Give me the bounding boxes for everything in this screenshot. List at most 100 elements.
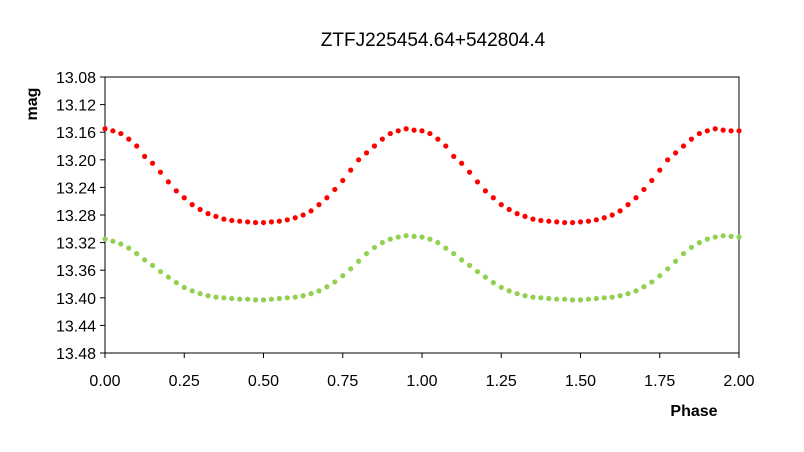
x-tick-label: 2.00 [723,373,754,390]
data-point [165,274,171,280]
data-point [411,127,417,133]
data-point [435,240,441,246]
data-point [554,219,560,225]
data-point [205,293,211,299]
data-point [348,167,354,173]
data-point [371,143,378,149]
data-point [617,293,623,299]
data-point [157,268,164,275]
data-point [102,236,108,242]
y-tick-label: 13.48 [56,346,96,363]
data-point [435,136,441,142]
data-point [514,291,520,297]
data-point [363,150,370,156]
data-point [514,211,520,217]
data-point [522,213,528,219]
data-point [680,251,687,257]
data-point [665,266,671,272]
data-point [466,262,473,268]
data-point [601,215,607,221]
data-point [736,128,742,134]
plot-frame [104,76,740,354]
data-point [696,240,702,246]
data-point [213,213,219,219]
data-point [324,284,330,290]
data-point [165,179,171,185]
data-point [102,126,108,132]
data-point [490,280,496,286]
data-point [680,143,687,149]
data-point [237,218,243,224]
data-point [229,217,235,224]
data-point [268,296,275,302]
data-point [546,295,552,302]
data-point [562,296,568,302]
data-point [490,195,496,201]
data-point [197,291,203,297]
data-point [284,217,290,223]
data-point [736,234,742,240]
data-point [657,273,663,279]
data-point [538,217,544,224]
data-point [260,297,267,303]
data-point [332,186,338,193]
data-point [316,288,322,294]
data-point [149,160,156,166]
data-point [300,212,306,218]
data-point [688,244,695,251]
data-point [712,126,718,132]
data-point [308,291,314,297]
data-point [173,188,179,194]
data-point [466,169,473,175]
data-point [474,268,481,275]
data-point [506,288,512,294]
data-point [260,219,267,226]
data-point [363,251,370,257]
data-point [649,279,655,285]
data-point [482,274,488,280]
data-point [403,233,409,239]
data-point [149,262,156,268]
data-point [633,288,639,294]
data-point [387,236,393,242]
data-point [506,206,512,213]
data-point [720,127,726,133]
data-point [585,218,592,224]
data-point [411,233,417,239]
data-point [395,234,401,240]
data-point [110,128,116,134]
y-tick-label: 13.32 [56,236,96,253]
data-point [482,188,488,194]
data-point [696,130,702,137]
data-point [443,245,449,251]
data-point [284,295,290,301]
data-point [474,179,481,185]
data-point [379,240,385,246]
data-point [340,177,346,184]
data-point [276,295,282,302]
data-point [245,296,251,302]
data-point [118,130,124,137]
data-point [379,136,385,142]
data-point [403,126,409,132]
data-point [562,219,568,226]
data-point [569,297,576,303]
data-point [451,153,457,159]
y-tick-label: 13.24 [56,180,96,197]
data-point [205,211,211,217]
data-point [538,295,544,301]
data-point [649,177,655,184]
data-point [292,215,298,221]
data-point [498,284,504,291]
data-point [197,206,203,213]
x-tick-label: 0.50 [248,373,279,390]
data-point [443,143,449,149]
data-point [569,219,576,226]
data-point [704,128,710,134]
data-point [142,257,148,263]
data-point [157,169,164,175]
data-point [268,219,275,225]
y-tick-label: 13.12 [56,98,96,115]
data-point [704,236,710,242]
data-point [189,288,195,294]
